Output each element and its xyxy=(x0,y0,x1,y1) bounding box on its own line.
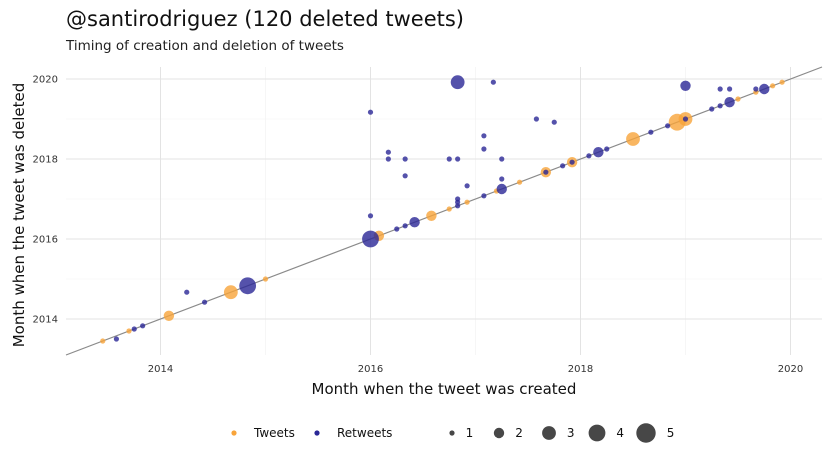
tick-labels: 2014 2016 2018 2020 2014 2016 2018 2020 xyxy=(33,75,804,376)
retweets-point xyxy=(533,116,540,122)
retweets-point xyxy=(490,79,496,85)
tweets-point xyxy=(770,83,776,89)
tweets-point xyxy=(779,79,785,85)
legend-size-label: 4 xyxy=(616,426,624,440)
x-tick-label: 2014 xyxy=(148,364,173,375)
retweets-point xyxy=(717,103,723,109)
retweets-point xyxy=(202,299,208,305)
retweets-point xyxy=(481,193,487,199)
retweets-point xyxy=(140,323,146,329)
tweets-point xyxy=(517,179,523,185)
retweets-point xyxy=(131,326,137,332)
x-tick-label: 2016 xyxy=(358,364,383,375)
retweets-point xyxy=(455,199,461,205)
y-tick-label: 2014 xyxy=(33,315,58,326)
legend-size-key xyxy=(449,430,455,436)
retweets-point xyxy=(455,156,461,162)
retweets-point xyxy=(394,226,400,232)
legend-size-key xyxy=(542,426,556,440)
retweets-point xyxy=(367,109,374,115)
retweets-point xyxy=(727,86,733,92)
retweets-point xyxy=(499,156,505,162)
retweets-point xyxy=(648,129,654,135)
retweets-point xyxy=(593,147,604,158)
x-tick-label: 2020 xyxy=(778,364,803,375)
retweets-point xyxy=(496,183,507,195)
legend-label-retweets: Retweets xyxy=(337,426,392,440)
retweets-point xyxy=(724,97,735,108)
retweets-point xyxy=(481,133,487,139)
legend-size-key xyxy=(636,423,656,443)
y-axis-title: Month when the tweet was deleted xyxy=(10,83,28,348)
y-tick-label: 2020 xyxy=(33,75,58,86)
retweets-point xyxy=(455,203,461,209)
retweets-point xyxy=(239,277,257,295)
tweets-point xyxy=(626,132,640,146)
retweets-point xyxy=(402,173,408,179)
tweets-point xyxy=(446,206,452,212)
tweets-point xyxy=(126,328,132,334)
retweets-point xyxy=(665,123,671,129)
x-tick-label: 2018 xyxy=(568,364,593,375)
retweets-point xyxy=(682,116,689,122)
tweets-point xyxy=(262,276,269,282)
retweets-point xyxy=(560,163,566,169)
retweets-point xyxy=(184,289,190,295)
legend-size-key xyxy=(493,427,505,439)
retweets-point xyxy=(753,86,759,92)
retweets-point xyxy=(680,80,691,92)
legend-size-label: 3 xyxy=(567,426,575,440)
tweets-point xyxy=(426,210,437,221)
retweets-point xyxy=(450,75,465,90)
chart-subtitle: Timing of creation and deletion of tweet… xyxy=(66,38,344,54)
retweets-point xyxy=(385,156,391,162)
legend-label-tweets: Tweets xyxy=(253,426,295,440)
retweets-point xyxy=(543,169,549,175)
retweets-point xyxy=(717,86,723,92)
retweets-point xyxy=(569,159,575,165)
tweets-point xyxy=(223,285,238,300)
retweets-point xyxy=(551,119,557,125)
retweets-point xyxy=(709,106,715,112)
tweets-point xyxy=(100,338,106,344)
grid-lines xyxy=(66,67,822,355)
retweets-point xyxy=(481,146,487,152)
legend: Tweets Retweets 1 2 3 4 5 xyxy=(231,423,675,443)
legend-size-key xyxy=(588,424,606,442)
chart-title: @santirodriguez (120 deleted tweets) xyxy=(66,7,464,31)
legend-size-label: 1 xyxy=(466,426,474,440)
x-axis-title: Month when the tweet was created xyxy=(312,380,577,398)
retweets-point xyxy=(604,146,610,152)
retweets-point xyxy=(402,223,408,229)
retweets-point xyxy=(446,156,452,162)
retweets-point xyxy=(499,176,505,182)
retweets-point xyxy=(464,183,470,189)
y-tick-label: 2016 xyxy=(33,235,58,246)
reference-diagonal-line xyxy=(65,66,823,356)
tweets-point xyxy=(735,96,741,102)
tweets-point xyxy=(464,199,470,205)
legend-key-retweets xyxy=(314,430,320,436)
tweets-point xyxy=(163,310,175,321)
retweets-point xyxy=(362,230,379,248)
retweets-point xyxy=(759,83,770,95)
legend-size-label: 5 xyxy=(667,426,675,440)
y-tick-label: 2018 xyxy=(33,155,58,166)
legend-key-tweets xyxy=(231,430,237,436)
retweets-point xyxy=(113,336,119,342)
retweets-point xyxy=(367,213,374,219)
retweets-point xyxy=(586,153,592,159)
retweets-point xyxy=(409,217,420,228)
retweets-point xyxy=(385,149,391,155)
legend-size-label: 2 xyxy=(515,426,523,440)
data-points xyxy=(100,75,785,344)
retweets-point xyxy=(402,156,408,162)
